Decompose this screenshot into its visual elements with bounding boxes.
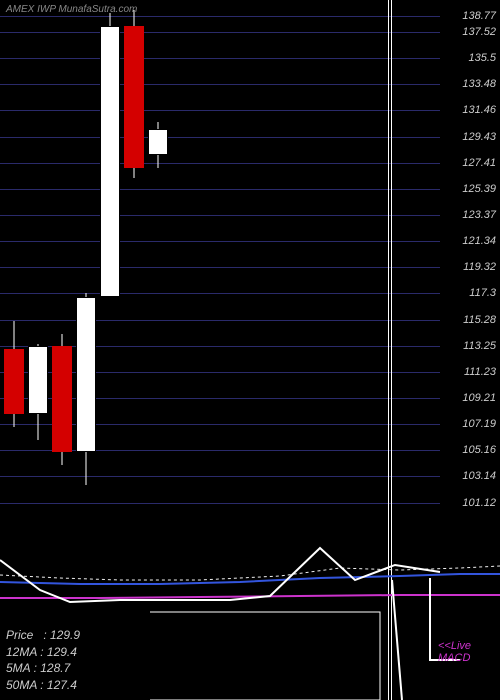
candle	[76, 0, 96, 530]
y-label: 109.21	[462, 392, 496, 404]
y-label: 133.48	[462, 78, 496, 90]
candle-body	[100, 26, 120, 297]
info-row: 12MA : 129.4	[6, 644, 80, 661]
indicator-line	[0, 574, 500, 584]
y-label: 123.37	[462, 209, 496, 221]
candle-body	[148, 129, 168, 155]
y-label: 103.14	[462, 470, 496, 482]
candle	[52, 0, 72, 530]
live-macd-label: <<Live MACD	[438, 640, 471, 664]
stock-chart: AMEX IWP MunafaSutra.com 138.77 137.52 135…	[0, 0, 500, 700]
y-label: 127.41	[462, 157, 496, 169]
info-box: Price : 129.912MA : 129.45MA : 128.750MA…	[6, 627, 80, 694]
candle	[148, 0, 168, 530]
candle-body	[28, 346, 48, 413]
indicator-line	[150, 612, 380, 700]
y-label: 119.32	[463, 261, 496, 273]
candle-body	[124, 26, 144, 168]
candle-body	[4, 349, 24, 414]
indicator-line	[0, 548, 440, 602]
candle-body	[76, 297, 96, 452]
cursor-line	[388, 0, 389, 700]
y-label: 101.12	[462, 497, 496, 509]
y-axis: 138.77 137.52 135.5 133.48 131.46 129.43 127.4…	[440, 0, 500, 530]
y-label: 117.3	[469, 287, 496, 299]
price-panel	[0, 0, 440, 530]
y-label: 121.34	[462, 235, 496, 247]
cursor-line	[391, 0, 392, 700]
y-label: 125.39	[462, 183, 496, 195]
info-row: 50MA : 127.4	[6, 677, 80, 694]
candle	[124, 0, 144, 530]
y-label: 111.23	[464, 366, 496, 378]
y-label: 131.46	[462, 104, 496, 116]
chart-title: AMEX IWP MunafaSutra.com	[6, 4, 137, 15]
indicator-line	[0, 595, 500, 598]
candle	[100, 0, 120, 530]
y-label: 115.28	[463, 314, 496, 326]
candle	[28, 0, 48, 530]
indicator-line	[392, 580, 402, 700]
y-label: 137.52	[462, 26, 496, 38]
info-row: Price : 129.9	[6, 627, 80, 644]
y-label: 138.77	[462, 10, 496, 22]
y-label: 113.25	[463, 340, 496, 352]
candle-body	[52, 346, 72, 452]
y-label: 129.43	[462, 131, 496, 143]
info-row: 5MA : 128.7	[6, 660, 80, 677]
y-label: 107.19	[462, 418, 496, 430]
indicator-line	[0, 566, 500, 580]
y-label: 135.5	[468, 52, 496, 64]
candle	[4, 0, 24, 530]
y-label: 105.16	[462, 444, 496, 456]
